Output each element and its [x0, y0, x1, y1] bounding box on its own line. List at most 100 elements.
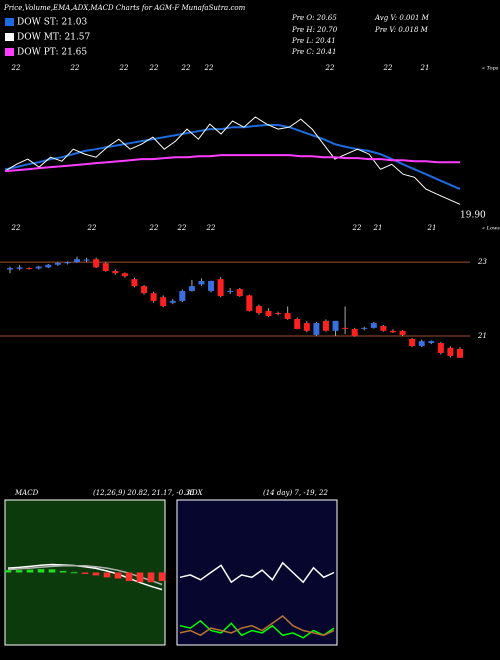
candle-body: [141, 286, 148, 294]
candle-body: [428, 341, 435, 344]
legend-swatch: [5, 33, 14, 41]
candle-body: [265, 310, 272, 317]
date-label: 22: [177, 224, 187, 232]
candle-body: [208, 280, 215, 291]
info-text: Pre V: 0.018 M: [374, 26, 429, 34]
date-label: 21: [420, 64, 430, 72]
candle-body: [227, 290, 234, 292]
date-label: 22: [149, 224, 159, 232]
candle-body: [102, 263, 109, 272]
indicator-line: [7, 563, 163, 591]
candle-body: [303, 323, 310, 331]
info-text: Pre L: 20.41: [291, 37, 336, 45]
info-text: Pre O: 20.65: [291, 14, 337, 22]
candle-body: [131, 279, 138, 287]
candle-body: [361, 327, 368, 329]
info-text: Pre H: 20.70: [291, 26, 338, 34]
candle-body: [457, 348, 463, 358]
histogram-bar: [15, 570, 23, 573]
histogram-bar: [125, 572, 133, 581]
indicator-line: [179, 615, 335, 637]
candle-body: [246, 295, 253, 311]
candle-body: [447, 347, 454, 356]
date-label: 22: [70, 64, 80, 72]
candle-body: [26, 268, 33, 270]
legend-label: DOW ST: 21.03: [17, 18, 87, 28]
candle-body: [188, 286, 195, 291]
level-label: 23: [477, 258, 487, 266]
candle-body: [351, 328, 358, 336]
histogram-bar: [37, 569, 45, 573]
info-text: Pre C: 20.41: [291, 48, 336, 56]
candle-body: [322, 320, 329, 331]
candle-body: [160, 297, 167, 307]
histogram-bar: [158, 572, 166, 581]
candle-body: [198, 280, 205, 285]
level-label: 21: [477, 332, 487, 340]
date-label: 22: [383, 64, 393, 72]
candle-body: [150, 293, 157, 301]
candle-body: [169, 300, 176, 303]
info-text: Avg V: 0.001 M: [374, 14, 430, 22]
indicator-line: [7, 564, 163, 586]
histogram-bar: [48, 569, 56, 573]
date-label: 22: [149, 64, 159, 72]
candle-body: [83, 259, 90, 261]
date-label: 22: [11, 64, 21, 72]
annotation: « Lows: [482, 226, 500, 232]
series-line: [4, 154, 460, 173]
histogram-bar: [26, 569, 34, 573]
candle-body: [409, 338, 416, 346]
candle-body: [255, 306, 262, 314]
date-label: 22: [119, 64, 129, 72]
candle-body: [121, 273, 128, 277]
candle-body: [7, 268, 13, 270]
date-label: 21: [427, 224, 437, 232]
histogram-bar: [4, 570, 12, 573]
candle-body: [64, 262, 71, 264]
histogram-bar: [114, 572, 122, 579]
panel-title: MACD: [14, 489, 39, 497]
histogram-bar: [81, 572, 89, 574]
histogram-bar: [136, 572, 144, 583]
panel-background: [176, 499, 338, 646]
candle-body: [54, 262, 61, 265]
date-label: 22: [11, 224, 21, 232]
date-label: 22: [206, 224, 216, 232]
candle-body: [112, 271, 119, 274]
candle-body: [217, 279, 224, 297]
histogram-bar: [70, 572, 78, 574]
candle-body: [16, 267, 23, 269]
panel-subtitle: (12,26,9) 20.82, 21.17, -0.35: [93, 489, 195, 497]
candle-body: [284, 313, 291, 320]
panel-title: ADX: [186, 489, 204, 497]
candle-body: [342, 327, 349, 329]
date-label: 22: [325, 64, 335, 72]
candle-body: [45, 264, 52, 268]
page-title: Price,Volume,EMA,ADX,MACD Charts for AGM…: [3, 4, 246, 12]
candle-body: [437, 343, 444, 353]
candle-body: [179, 290, 186, 301]
legend-swatch: [5, 18, 14, 26]
candle-body: [418, 341, 425, 346]
date-label: 22: [87, 224, 97, 232]
indicator-line: [179, 561, 335, 584]
candle-body: [294, 319, 301, 329]
date-label: 22: [204, 64, 214, 72]
histogram-bar: [59, 571, 67, 573]
legend-label: DOW MT: 21.57: [17, 33, 91, 43]
candle-body: [370, 323, 377, 328]
indicator-line: [179, 619, 335, 639]
candle-body: [275, 313, 282, 315]
legend-label: DOW PT: 21.65: [17, 48, 87, 58]
candle-body: [313, 323, 320, 335]
histogram-bar: [103, 572, 111, 578]
date-label: 22: [352, 224, 362, 232]
histogram-bar: [147, 572, 155, 583]
series-line: [4, 116, 461, 205]
annotation: 19.90: [460, 211, 486, 221]
date-label: 22: [181, 64, 191, 72]
candle-body: [380, 326, 387, 331]
candle-body: [332, 320, 339, 331]
